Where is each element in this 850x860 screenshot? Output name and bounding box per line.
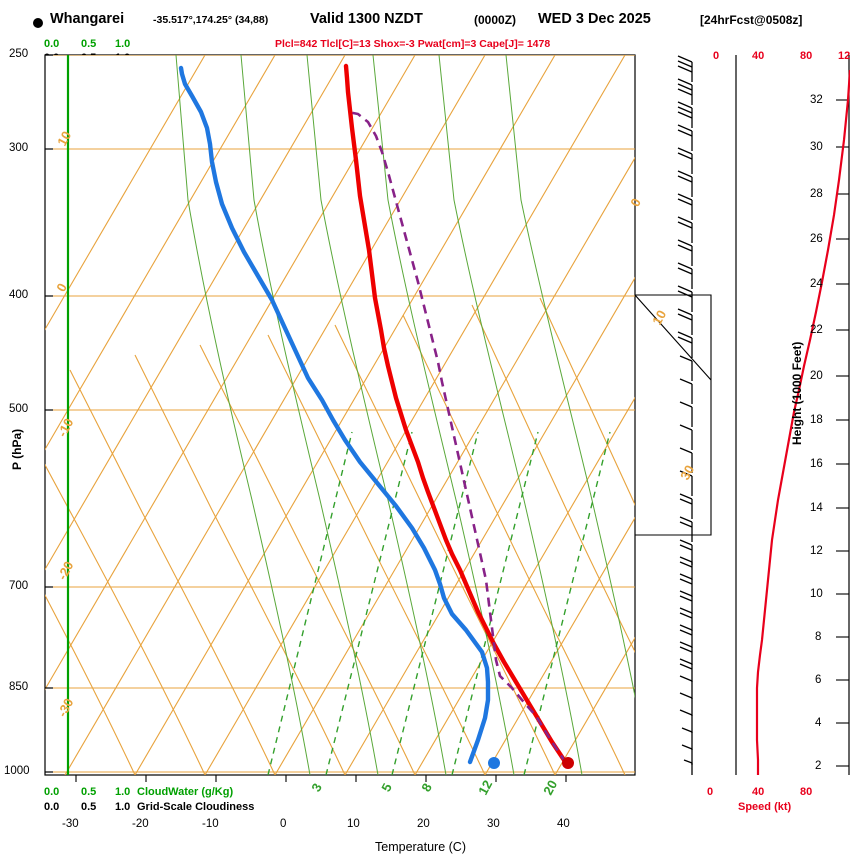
speed-tick-80: 80 xyxy=(800,50,813,62)
model-run: [24hrFcst@0508z] xyxy=(700,13,803,27)
temp-tick--10: -10 xyxy=(202,818,219,830)
temp-tick-20: 20 xyxy=(417,818,430,830)
temp-tick-0: 0 xyxy=(280,818,287,830)
parcel-path xyxy=(347,110,568,764)
stability-indices: Plcl=842 Tlcl[C]=13 Shox=-3 Pwat[cm]=3 C… xyxy=(275,38,551,50)
valid-time-z: (0000Z) xyxy=(474,13,517,27)
height-tick-26: 26 xyxy=(810,233,823,245)
cloudiness-bottom-tick-1: 0.5 xyxy=(81,801,97,813)
temp-tick-10: 10 xyxy=(347,818,360,830)
speed-tick-bottom-40: 40 xyxy=(752,786,765,798)
pressure-tick-250: 250 xyxy=(9,48,29,60)
height-tick-16: 16 xyxy=(810,458,823,470)
temp-tick--20: -20 xyxy=(132,818,149,830)
height-tick-4: 4 xyxy=(815,717,822,729)
surface-dewpoint-marker xyxy=(488,757,500,769)
cloudwater-top-tick-2: 1.0 xyxy=(115,38,131,50)
surface-temperature-marker xyxy=(562,757,574,769)
pressure-tick-850: 850 xyxy=(9,681,29,693)
speed-axis-label: Speed (kt) xyxy=(738,801,792,813)
height-axis-label: Height (1000 Feet) xyxy=(790,341,804,445)
pressure-axis-label: P (hPa) xyxy=(10,428,24,470)
cloudiness-bottom-tick-0: 0.0 xyxy=(44,801,60,813)
cloudwater-bottom-tick-2: 1.0 xyxy=(115,786,131,798)
station-name: Whangarei xyxy=(50,11,125,27)
height-tick-22: 22 xyxy=(810,324,823,336)
dewpoint-profile xyxy=(178,65,491,765)
height-tick-2: 2 xyxy=(815,760,822,772)
temp-tick-40: 40 xyxy=(557,818,570,830)
wind-speed-profile xyxy=(755,69,850,775)
cloudwater-top-tick-1: 0.5 xyxy=(81,38,97,50)
temp-tick-30: 30 xyxy=(487,818,500,830)
cloudwater-bottom-tick-1: 0.5 xyxy=(81,786,97,798)
pressure-tick-400: 400 xyxy=(9,289,29,301)
height-tick-32: 32 xyxy=(810,94,823,106)
height-tick-20: 20 xyxy=(810,370,823,382)
station-marker-dot xyxy=(30,12,46,28)
height-tick-12: 12 xyxy=(810,545,823,557)
temp-tick--30: -30 xyxy=(62,818,79,830)
height-tick-28: 28 xyxy=(810,188,823,200)
height-tick-10: 10 xyxy=(810,588,823,600)
height-tick-30: 30 xyxy=(810,141,823,153)
height-tick-8: 8 xyxy=(815,631,822,643)
height-tick-24: 24 xyxy=(810,278,823,290)
cloudwater-bottom-tick-0: 0.0 xyxy=(44,786,60,798)
speed-tick-bottom-0: 0 xyxy=(707,786,714,798)
gridscale-legend-label: Grid-Scale Cloudiness xyxy=(137,801,255,813)
speed-tick-40: 40 xyxy=(752,50,765,62)
wind-barb-panel xyxy=(634,55,712,775)
temperature-profile xyxy=(343,63,569,766)
pressure-tick-500: 500 xyxy=(9,403,29,415)
valid-date: WED 3 Dec 2025 xyxy=(538,11,651,27)
pressure-tick-1000: 1000 xyxy=(4,765,30,777)
height-tick-14: 14 xyxy=(810,502,823,514)
speed-height-panel xyxy=(735,55,850,775)
station-coords: -35.517°,174.25° (34,88) xyxy=(153,14,269,26)
valid-time: Valid 1300 NZDT xyxy=(310,11,423,27)
height-tick-18: 18 xyxy=(810,414,823,426)
cloudwater-top-tick-0: 0.0 xyxy=(44,38,60,50)
cloudwater-legend-label: CloudWater (g/Kg) xyxy=(137,786,234,798)
cloudiness-bottom-tick-2: 1.0 xyxy=(115,801,131,813)
speed-tick-bottom-80: 80 xyxy=(800,786,813,798)
temperature-axis-label: Temperature (C) xyxy=(375,840,466,854)
speed-tick-0: 0 xyxy=(713,50,720,62)
height-tick-6: 6 xyxy=(815,674,822,686)
pressure-tick-300: 300 xyxy=(9,142,29,154)
speed-tick-120: 120 xyxy=(838,50,850,62)
pressure-tick-700: 700 xyxy=(9,580,29,592)
